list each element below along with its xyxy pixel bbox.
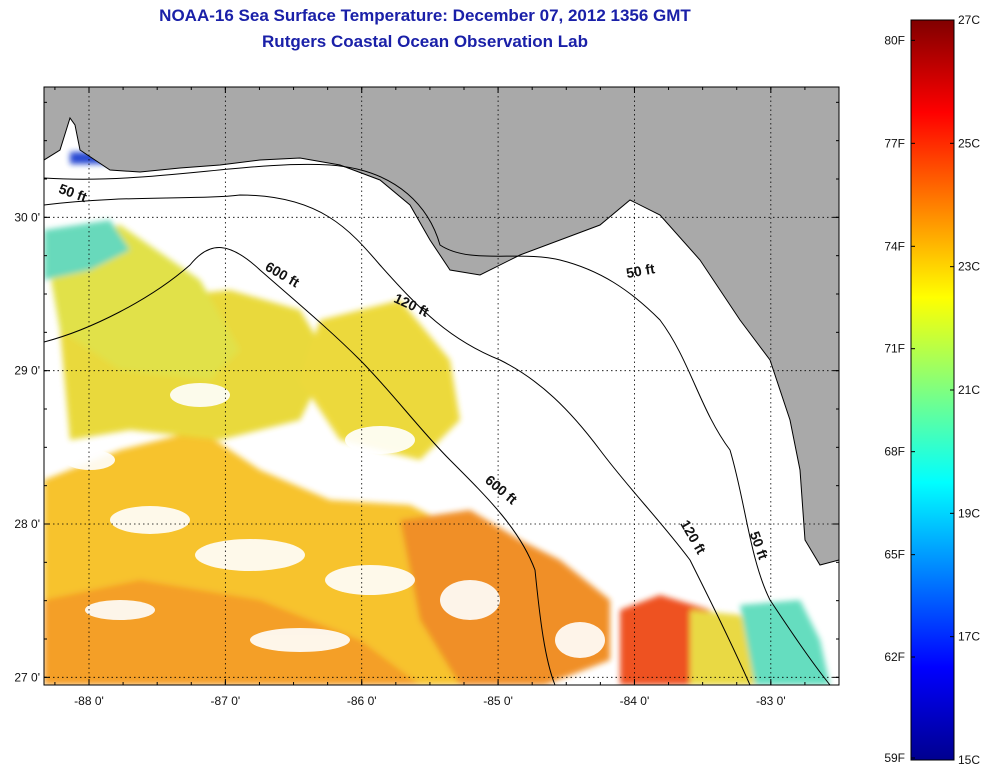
contour-600ft — [44, 247, 556, 685]
colorbar-labels: 80F 77F 74F 71F 68F 65F 62F 59F 27C 25C 23C 21C 19C 1… — [884, 13, 980, 767]
contour-50ft — [44, 163, 831, 685]
land-coastline — [44, 87, 839, 566]
plot-frame — [43, 86, 840, 686]
colorbar-f-label: 80F — [884, 33, 905, 47]
colorbar-c-label: 23C — [958, 260, 980, 274]
frame-ticks — [44, 87, 840, 685]
colorbar-f-label: 68F — [884, 445, 905, 459]
plot-area — [44, 87, 839, 685]
lat-tick-label: 30 0' — [14, 210, 40, 224]
lon-tick-label: -86 0' — [347, 694, 377, 708]
sst-patch-cyan-shelf — [740, 600, 830, 685]
sst-patch-central-yellow — [300, 300, 460, 460]
colorbar-f-label: 74F — [884, 239, 905, 253]
graticule — [44, 87, 839, 685]
contour-label: 50 ft — [625, 260, 656, 281]
contour-120ft — [44, 194, 751, 685]
lon-tick-label: -85 0' — [483, 694, 513, 708]
colorbar-f-label: 65F — [884, 548, 905, 562]
map-subtitle: Rutgers Coastal Ocean Observation Lab — [262, 32, 588, 51]
colorbar-c-label: 21C — [958, 383, 980, 397]
bathymetry-contours — [44, 163, 831, 685]
lat-tick-label: 27 0' — [14, 670, 40, 684]
colorbar-c-label: 17C — [958, 630, 980, 644]
sst-patch-cyan-northwest — [44, 220, 130, 280]
lon-tick-label: -88 0' — [74, 694, 104, 708]
lon-tick-label: -87 0' — [211, 694, 241, 708]
colorbar-f-label: 62F — [884, 650, 905, 664]
colorbar — [910, 19, 955, 761]
lat-tick-label: 28 0' — [14, 517, 40, 531]
colorbar-c-label: 19C — [958, 506, 980, 520]
lat-tick-label: 29 0' — [14, 364, 40, 378]
map-title: NOAA-16 Sea Surface Temperature: Decembe… — [159, 6, 691, 25]
lon-tick-label: -84 0' — [620, 694, 650, 708]
cloud-gaps — [65, 383, 605, 658]
colorbar-c-label: 27C — [958, 13, 980, 27]
colorbar-f-label: 59F — [884, 751, 905, 765]
colorbar-f-label: 71F — [884, 342, 905, 356]
colorbar-c-label: 15C — [958, 753, 980, 767]
lon-tick-label: -83 0' — [756, 694, 786, 708]
colorbar-f-label: 77F — [884, 136, 905, 150]
colorbar-c-label: 25C — [958, 136, 980, 150]
axis-tick-labels: -88 0' -87 0' -86 0' -85 0' -84 0' -83 0' 30 0… — [14, 210, 785, 708]
